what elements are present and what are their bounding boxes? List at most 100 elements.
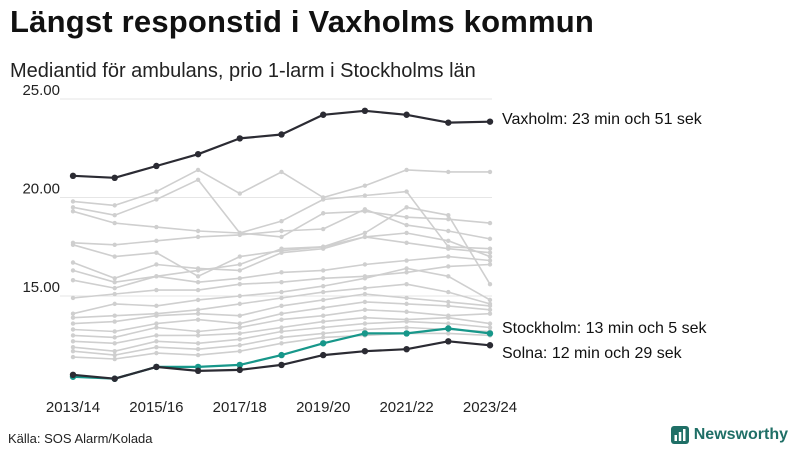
solna-series-label: Solna: 12 min och 29 sek [502,345,683,362]
background-series-point [154,350,159,356]
background-series-point [112,356,117,362]
background-series-point [321,276,326,281]
solna-series-point [486,342,494,349]
vaxholm-series-point [153,162,160,170]
background-series-point [237,281,242,287]
background-series-point [362,315,368,320]
background-series-point [362,285,368,291]
background-series-point [321,319,326,324]
background-series-point [70,260,76,265]
background-series-point [321,197,326,202]
background-series-point [446,303,451,309]
background-series-point [446,246,451,251]
background-series-point [112,301,117,307]
x-tick-label: 2015/16 [129,399,183,416]
background-series-point [237,343,242,348]
background-series-point [237,331,242,336]
background-series-point [237,232,242,238]
stockholm-series-label: Stockholm: 13 min och 5 sek [502,320,708,337]
background-series-point [195,234,201,240]
background-series-point [279,311,284,316]
vaxholm-series-point [194,150,202,158]
background-series-point [195,307,201,312]
background-series-point [70,268,76,273]
solna-series-point [278,361,285,369]
background-series-point [362,276,368,281]
solna-series-point [69,371,77,378]
stockholm-series-point [445,325,452,332]
background-series-line [72,232,491,284]
background-series-point [404,295,409,301]
background-series-point [70,327,76,332]
background-series-point [321,211,326,216]
background-series-point [404,215,409,220]
background-series-point [321,289,326,295]
y-tick-label: 15.00 [22,279,60,296]
background-series-point [70,321,76,326]
background-series-point [446,228,451,234]
background-series-point [362,299,368,305]
background-series-point [321,335,326,340]
background-series-point [487,258,493,263]
vaxholm-series-label: Vaxholm: 23 min och 51 sek [502,111,703,128]
background-series-point [154,303,159,309]
background-series-point [404,319,409,324]
background-series-point [195,346,201,352]
background-series-point [195,274,201,279]
background-series-point [404,270,409,275]
background-series-point [446,274,451,279]
background-series-point [237,268,242,273]
background-series-point [237,313,242,318]
brand-logo[interactable]: Newsworthy [670,426,788,444]
background-series-point [279,246,284,251]
stockholm-series-point [236,361,243,369]
background-series-point [195,177,201,182]
x-tick-label: 2019/20 [296,399,350,416]
background-series-point [487,236,493,242]
background-series-point [362,234,368,240]
vaxholm-series-point [403,111,410,118]
background-series-point [154,274,159,279]
background-series-point [362,230,368,236]
background-series-point [112,213,117,218]
background-series-point [279,270,284,275]
background-series-point [154,262,159,267]
background-series-point [487,307,493,312]
background-series-point [279,169,284,175]
source-note: Källa: SOS Alarm/Kolada [8,431,153,446]
background-series-point [362,321,368,326]
y-tick-label: 20.00 [22,181,60,198]
solna-series-point [194,367,202,375]
background-series-point [404,230,409,236]
background-series-point [154,313,159,318]
solna-series-point [361,347,369,355]
background-series-point [487,297,493,303]
background-series-point [70,311,76,316]
background-series-point [404,189,409,194]
background-series-point [404,240,409,246]
background-series-point [279,280,284,285]
background-series-point [70,315,76,320]
background-series-point [446,254,451,259]
background-series-point [154,250,159,255]
background-series-point [279,325,284,330]
background-series-point [112,254,117,259]
background-series-point [70,333,76,338]
background-series-point [446,169,451,175]
background-series-point [112,313,117,318]
background-series-point [362,193,368,198]
background-series-point [195,333,201,338]
vaxholm-series-point [486,118,494,125]
background-series-point [112,203,117,208]
background-series-point [446,264,451,269]
background-series-point [446,299,451,305]
background-series-point [237,337,242,342]
chart-title: Längst responstid i Vaxholms kommun [10,4,595,39]
background-series-point [112,220,117,226]
background-series-point [195,341,201,346]
solna-series-point [111,375,118,382]
vaxholm-series-point [361,107,369,115]
background-series-point [404,222,409,228]
vaxholm-series-point [278,131,285,138]
